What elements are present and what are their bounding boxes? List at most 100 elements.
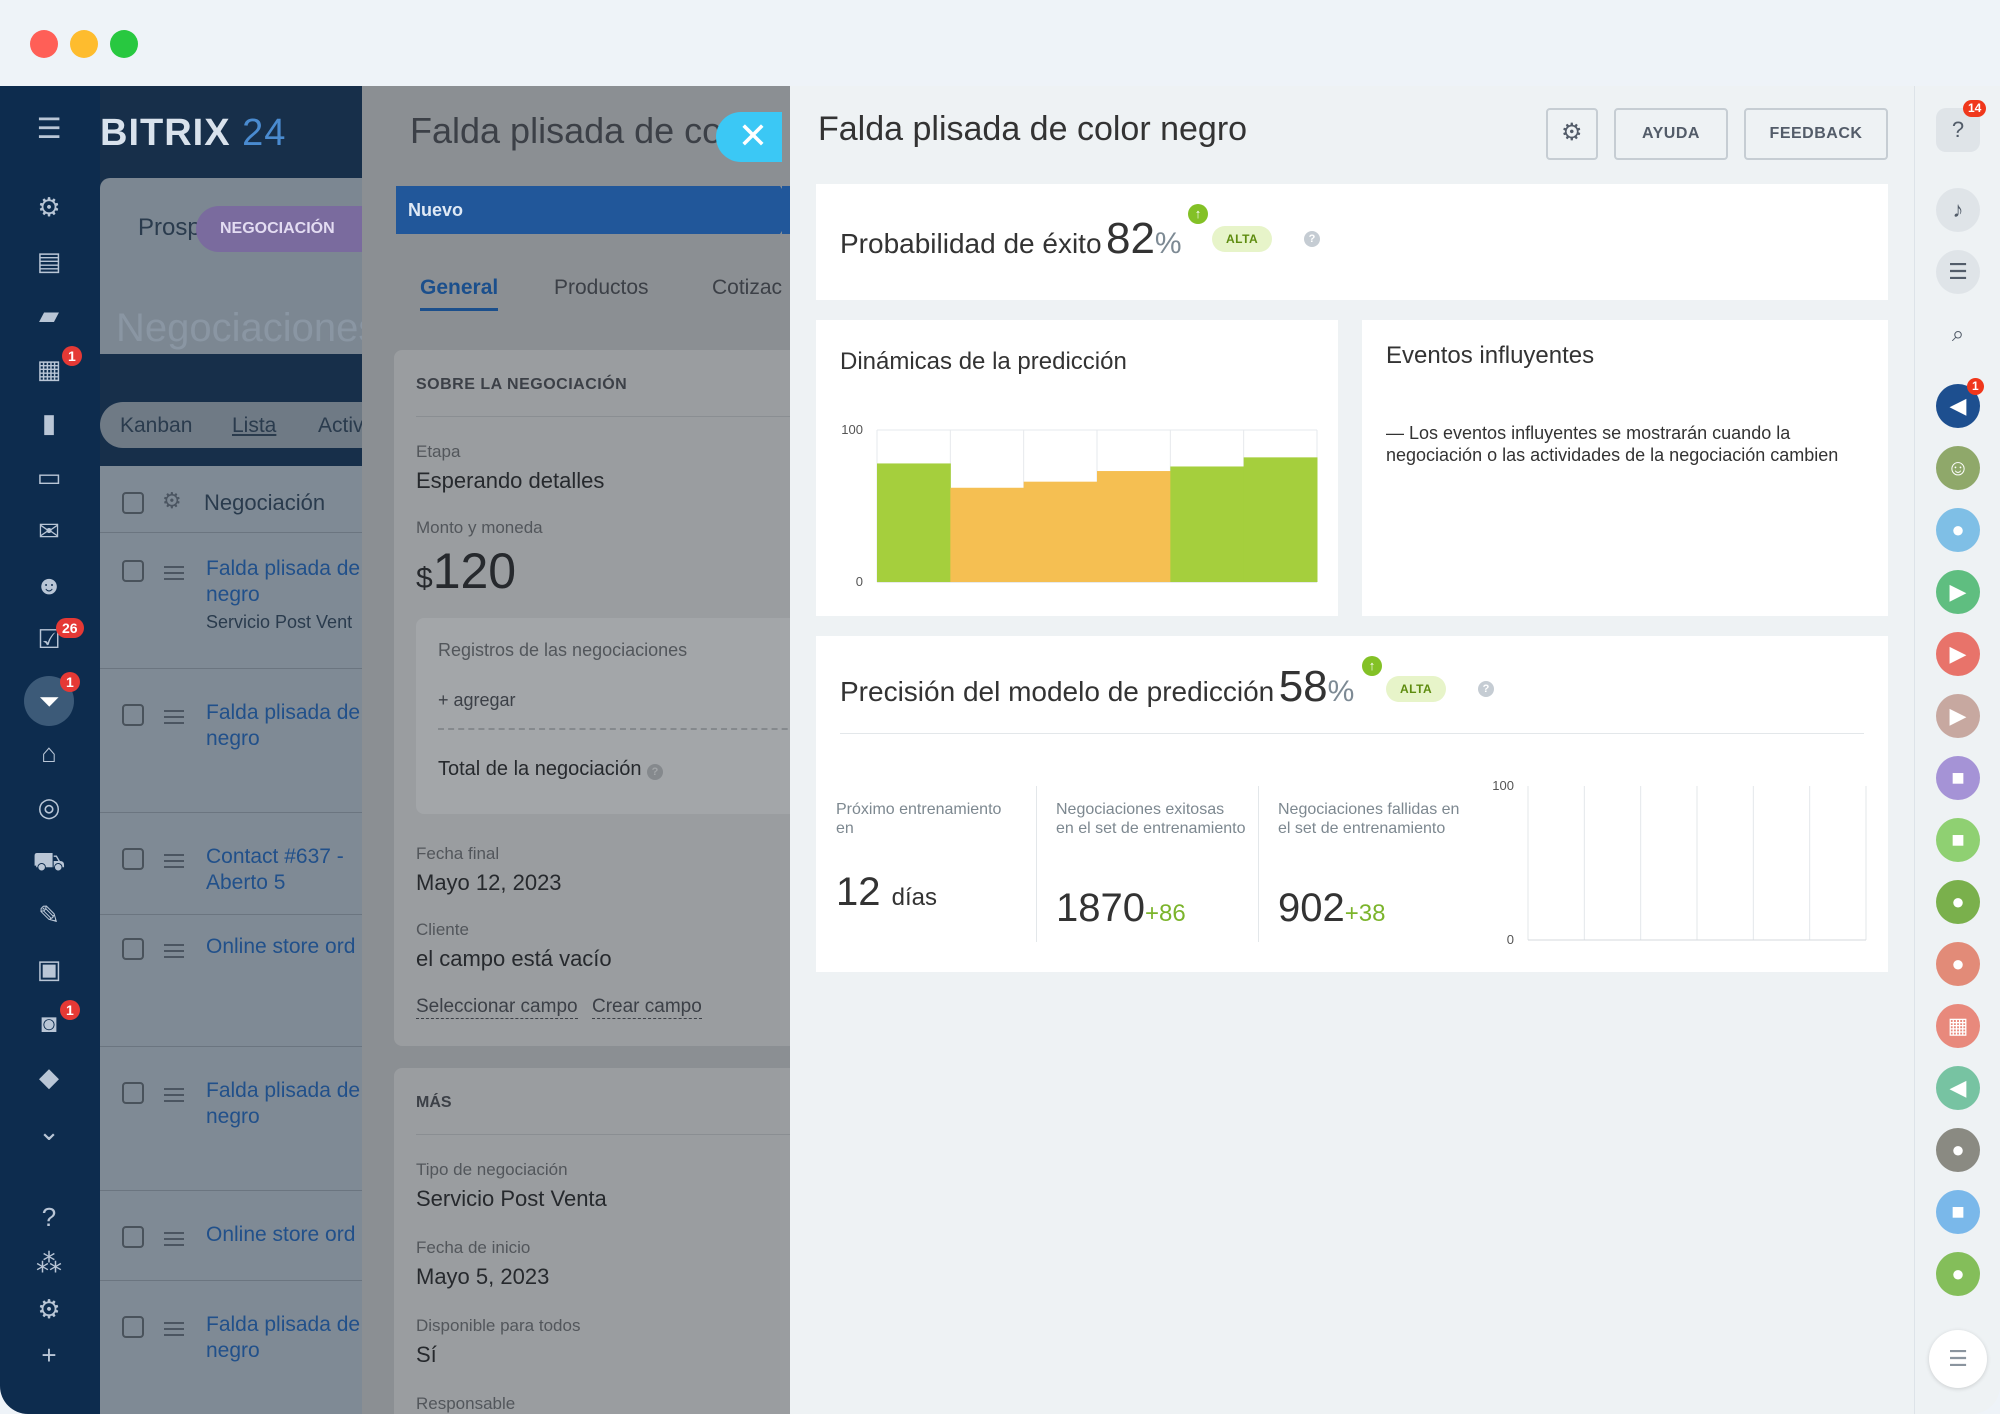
drive-icon[interactable]: ▭ (36, 462, 62, 492)
bell-icon[interactable]: ♪ (1936, 188, 1980, 232)
megaphone-icon[interactable]: ◀ (1936, 1066, 1980, 1110)
crm-funnel-icon[interactable]: ⏷ (38, 686, 60, 716)
row-checkbox[interactable] (122, 938, 144, 960)
row-title[interactable]: Falda plisada de negro (206, 557, 361, 606)
maximize-window-button[interactable] (110, 30, 138, 58)
minimize-window-button[interactable] (70, 30, 98, 58)
row-checkbox[interactable] (122, 704, 144, 726)
help-button[interactable]: AYUDA (1614, 108, 1728, 160)
row-menu-icon[interactable] (164, 566, 184, 580)
help-icon[interactable]: ? (41, 1202, 57, 1232)
row-title[interactable]: Online store ord (206, 935, 356, 958)
select-all-checkbox[interactable] (122, 492, 144, 514)
add-product-link[interactable]: + agregar (438, 690, 516, 710)
row-menu-icon[interactable] (164, 1088, 184, 1102)
video-call-icon[interactable]: ▶ (1936, 570, 1980, 614)
more-chevron-icon[interactable]: ⌄ (38, 1116, 60, 1146)
user-avatar-3[interactable]: ● (1936, 880, 1980, 924)
successful-deals-label: Negociaciones exitosas en el set de entr… (1056, 801, 1246, 837)
close-panel-button[interactable]: ✕ (716, 112, 782, 162)
row-title[interactable]: Contact #637 - Aberto 5 (206, 845, 344, 894)
row-title[interactable]: Online store ord (206, 1223, 356, 1246)
structure-icon[interactable]: ⁂ (36, 1248, 62, 1278)
store-icon[interactable]: ⌂ (41, 738, 57, 768)
row-menu-icon[interactable] (164, 1232, 184, 1246)
search-icon[interactable]: ⌕ (1951, 321, 1965, 346)
row-title[interactable]: Falda plisada de negro (206, 1079, 361, 1128)
cart-icon[interactable]: ⛟ (32, 846, 66, 876)
tab-quotes[interactable]: Cotizac (712, 276, 783, 299)
row-checkbox[interactable] (122, 848, 144, 870)
settings-icon[interactable]: ⚙ (37, 1294, 61, 1324)
contact-card-icon[interactable]: ▣ (36, 954, 62, 984)
row-menu-icon[interactable] (164, 944, 184, 958)
feed-icon[interactable]: ⚙ (37, 192, 61, 222)
amount-value[interactable]: $120 (416, 543, 517, 599)
chat-list-icon[interactable]: ☰ (1929, 1330, 1987, 1388)
tab-products[interactable]: Productos (554, 276, 649, 299)
probability-help-icon[interactable]: ? (1304, 231, 1320, 247)
prospect-tab[interactable]: Prosp (138, 214, 201, 241)
tasks-icon[interactable]: ☑ (37, 624, 61, 654)
calendar-icon[interactable]: ▦ (36, 354, 62, 384)
tab-general[interactable]: General (420, 276, 499, 299)
signature-icon[interactable]: ✎ (38, 900, 60, 930)
available-value[interactable]: Sí (416, 1342, 437, 1367)
row-menu-icon[interactable] (164, 710, 184, 724)
lock-icon-2[interactable]: ■ (1936, 818, 1980, 862)
user-avatar-5[interactable]: ● (1936, 1128, 1980, 1172)
lock-icon-3[interactable]: ■ (1936, 1190, 1980, 1234)
calendar-icon[interactable]: ▦ (1936, 1004, 1980, 1048)
y-tick-label: 0 (1507, 932, 1514, 947)
row-checkbox[interactable] (122, 1082, 144, 1104)
stage-value[interactable]: Esperando detalles (416, 468, 605, 493)
row-checkbox[interactable] (122, 1316, 144, 1338)
settings-button[interactable]: ⚙ (1546, 108, 1598, 160)
deal-pill[interactable]: NEGOCIACIÓN (196, 206, 362, 252)
row-checkbox[interactable] (122, 560, 144, 582)
stage-bar-new[interactable]: Nuevo (396, 186, 790, 234)
client-value[interactable]: el campo está vacío (416, 946, 612, 971)
next-training-label: Próximo entrenamiento en (836, 801, 1002, 837)
video-call-icon-2[interactable]: ▶ (1936, 632, 1980, 676)
row-checkbox[interactable] (122, 1226, 144, 1248)
create-field-link[interactable]: Crear campo (592, 996, 702, 1019)
row-title[interactable]: Falda plisada de negro (206, 1313, 361, 1362)
groups-icon[interactable]: ☻ (35, 570, 63, 600)
end-date-value[interactable]: Mayo 12, 2023 (416, 870, 562, 895)
row-title[interactable]: Falda plisada de negro (206, 701, 361, 750)
row-menu-icon[interactable] (164, 854, 184, 868)
feedback-button[interactable]: FEEDBACK (1744, 108, 1888, 160)
mail-icon[interactable]: ✉ (38, 516, 60, 546)
user-avatar-4[interactable]: ● (1936, 942, 1980, 986)
row-menu-icon[interactable] (164, 1322, 184, 1336)
start-date-value[interactable]: Mayo 5, 2023 (416, 1264, 550, 1289)
add-icon[interactable]: + (41, 1340, 57, 1370)
view-switcher: Kanban Lista Activ (100, 402, 362, 448)
dynamics-title: Dinámicas de la predicción (840, 348, 1127, 375)
select-field-link[interactable]: Seleccionar campo (416, 996, 578, 1019)
video-call-icon-3[interactable]: ▶ (1936, 694, 1980, 738)
view-kanban[interactable]: Kanban (120, 414, 193, 437)
records-label: Registros de las negociaciones (438, 640, 688, 660)
view-list[interactable]: Lista (232, 414, 277, 437)
user-avatar-6[interactable]: ● (1936, 1252, 1980, 1296)
column-settings-icon[interactable]: ⚙ (162, 488, 182, 513)
messages-icon[interactable]: ☰ (1936, 250, 1980, 294)
total-help-icon[interactable]: ? (647, 764, 664, 780)
precision-help-icon[interactable]: ? (1478, 681, 1494, 697)
lock-icon[interactable]: ■ (1936, 756, 1980, 800)
close-window-button[interactable] (30, 30, 58, 58)
target-icon[interactable]: ◎ (37, 792, 61, 822)
deal-type-value[interactable]: Servicio Post Venta (416, 1186, 607, 1211)
robot-icon[interactable]: ◙ (41, 1008, 57, 1038)
box-icon[interactable]: ◆ (39, 1062, 59, 1092)
view-activities[interactable]: Activ (318, 414, 362, 437)
documents-icon[interactable]: ▮ (41, 408, 57, 438)
menu-icon[interactable]: ☰ (36, 113, 62, 144)
user-avatar-1[interactable]: ☺ (1936, 446, 1980, 490)
user-avatar-2[interactable]: ● (1936, 508, 1980, 552)
chat-icon[interactable]: ▰ (39, 300, 59, 330)
tasks-list-icon[interactable]: ▤ (36, 246, 62, 276)
background-crm: BITRIX 24 Prosp NEGOCIACIÓN Negociacione… (100, 86, 362, 1414)
